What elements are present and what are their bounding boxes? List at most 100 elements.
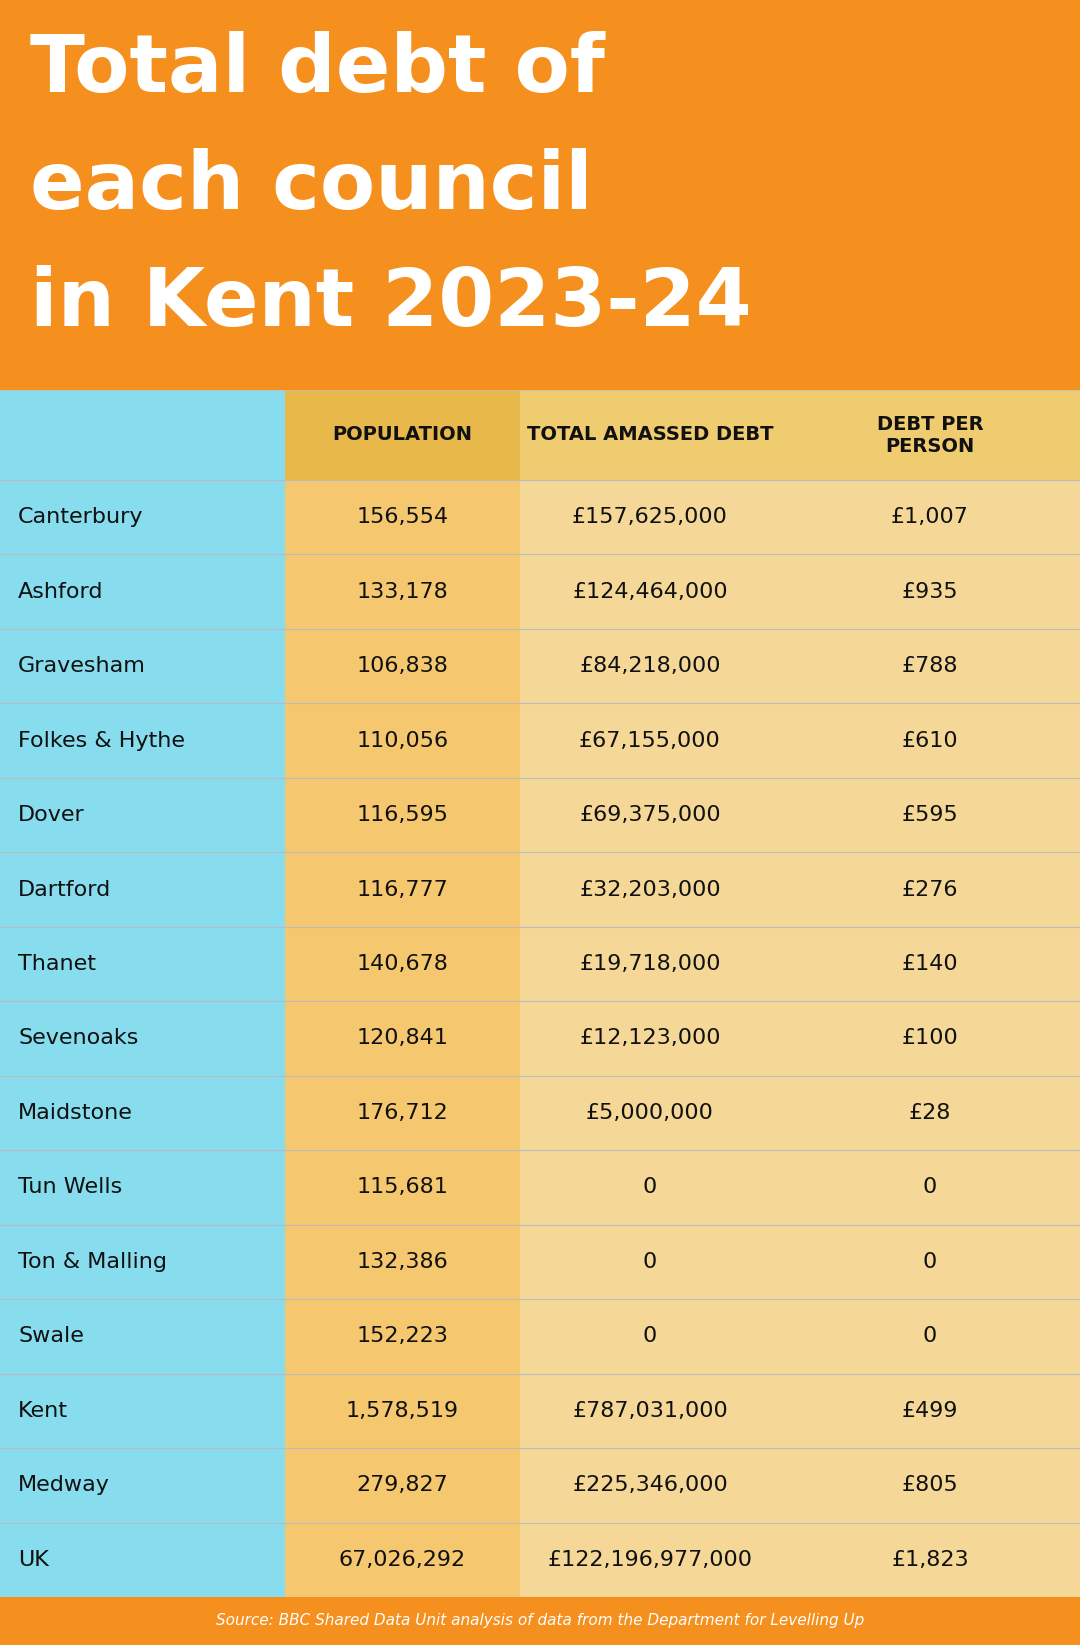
Bar [780, 926, 1080, 1002]
Bar [285, 852, 519, 926]
Text: Dover: Dover [18, 804, 84, 826]
Bar [285, 1076, 519, 1150]
Bar [519, 480, 780, 554]
Text: Dartford: Dartford [18, 880, 111, 900]
Bar [519, 1448, 780, 1523]
Text: £805: £805 [902, 1476, 958, 1495]
Text: £935: £935 [902, 582, 958, 602]
Bar [519, 390, 780, 480]
Text: 156,554: 156,554 [356, 507, 448, 528]
Text: 120,841: 120,841 [356, 1028, 448, 1048]
Bar [0, 1300, 285, 1374]
Text: £1,823: £1,823 [891, 1550, 969, 1569]
Bar [780, 778, 1080, 852]
Text: £787,031,000: £787,031,000 [572, 1402, 728, 1421]
Text: 116,595: 116,595 [356, 804, 448, 826]
Bar [0, 1374, 285, 1448]
Text: Ton & Malling: Ton & Malling [18, 1252, 167, 1272]
Bar [285, 1374, 519, 1448]
Text: 0: 0 [923, 1252, 937, 1272]
Bar [0, 554, 285, 628]
Bar [0, 1002, 285, 1076]
Bar [519, 1300, 780, 1374]
Bar [780, 1374, 1080, 1448]
Text: Total debt of: Total debt of [30, 31, 605, 109]
Bar [780, 480, 1080, 554]
Text: Source: BBC Shared Data Unit analysis of data from the Department for Levelling : Source: BBC Shared Data Unit analysis of… [216, 1614, 864, 1629]
Bar [519, 778, 780, 852]
Text: TOTAL AMASSED DEBT: TOTAL AMASSED DEBT [527, 426, 773, 444]
Text: Tun Wells: Tun Wells [18, 1178, 122, 1198]
Text: 67,026,292: 67,026,292 [339, 1550, 467, 1569]
Text: each council: each council [30, 148, 593, 227]
Bar [285, 704, 519, 778]
Bar [285, 554, 519, 628]
Bar [780, 1523, 1080, 1597]
Bar [519, 704, 780, 778]
Bar [0, 628, 285, 704]
Text: 0: 0 [923, 1326, 937, 1346]
Text: UK: UK [18, 1550, 49, 1569]
Text: £276: £276 [902, 880, 958, 900]
Bar [780, 1448, 1080, 1523]
Bar [519, 554, 780, 628]
Bar [0, 480, 285, 554]
Text: £122,196,977,000: £122,196,977,000 [548, 1550, 753, 1569]
Text: POPULATION: POPULATION [333, 426, 473, 444]
Bar [780, 1150, 1080, 1224]
Bar [0, 1150, 285, 1224]
Text: Folkes & Hythe: Folkes & Hythe [18, 730, 185, 750]
Bar [0, 1076, 285, 1150]
Bar [519, 1076, 780, 1150]
Text: 133,178: 133,178 [356, 582, 448, 602]
Text: £157,625,000: £157,625,000 [572, 507, 728, 528]
Text: 0: 0 [643, 1252, 657, 1272]
Bar [285, 778, 519, 852]
Bar [519, 926, 780, 1002]
Text: DEBT PER
PERSON: DEBT PER PERSON [877, 415, 983, 456]
Text: Gravesham: Gravesham [18, 656, 146, 676]
Bar [780, 1224, 1080, 1300]
Text: £84,218,000: £84,218,000 [579, 656, 720, 676]
Bar [0, 390, 285, 480]
Text: 132,386: 132,386 [356, 1252, 448, 1272]
Text: £69,375,000: £69,375,000 [579, 804, 720, 826]
Text: 116,777: 116,777 [356, 880, 448, 900]
Text: £5,000,000: £5,000,000 [586, 1102, 714, 1124]
Text: £140: £140 [902, 954, 958, 974]
Text: £610: £610 [902, 730, 958, 750]
Bar [780, 390, 1080, 480]
Bar [285, 390, 519, 480]
Text: 106,838: 106,838 [356, 656, 448, 676]
Bar [285, 480, 519, 554]
Bar [285, 1002, 519, 1076]
Text: Kent: Kent [18, 1402, 68, 1421]
Text: £100: £100 [902, 1028, 958, 1048]
Text: £124,464,000: £124,464,000 [572, 582, 728, 602]
Text: Canterbury: Canterbury [18, 507, 144, 528]
Text: 176,712: 176,712 [356, 1102, 448, 1124]
Text: £499: £499 [902, 1402, 958, 1421]
Text: 140,678: 140,678 [356, 954, 448, 974]
Text: £595: £595 [902, 804, 958, 826]
Text: Sevenoaks: Sevenoaks [18, 1028, 138, 1048]
Bar [0, 1523, 285, 1597]
Bar [780, 628, 1080, 704]
Bar [0, 704, 285, 778]
Text: 1,578,519: 1,578,519 [346, 1402, 459, 1421]
Bar [780, 852, 1080, 926]
Bar [285, 1150, 519, 1224]
Bar [285, 1448, 519, 1523]
Bar [519, 1150, 780, 1224]
Text: 152,223: 152,223 [356, 1326, 448, 1346]
Bar [519, 1374, 780, 1448]
Text: £19,718,000: £19,718,000 [579, 954, 720, 974]
Text: Medway: Medway [18, 1476, 110, 1495]
Bar [519, 1523, 780, 1597]
Bar [780, 1300, 1080, 1374]
Bar [0, 926, 285, 1002]
Bar [780, 704, 1080, 778]
Text: £225,346,000: £225,346,000 [572, 1476, 728, 1495]
Bar [519, 1002, 780, 1076]
Text: £67,155,000: £67,155,000 [579, 730, 720, 750]
